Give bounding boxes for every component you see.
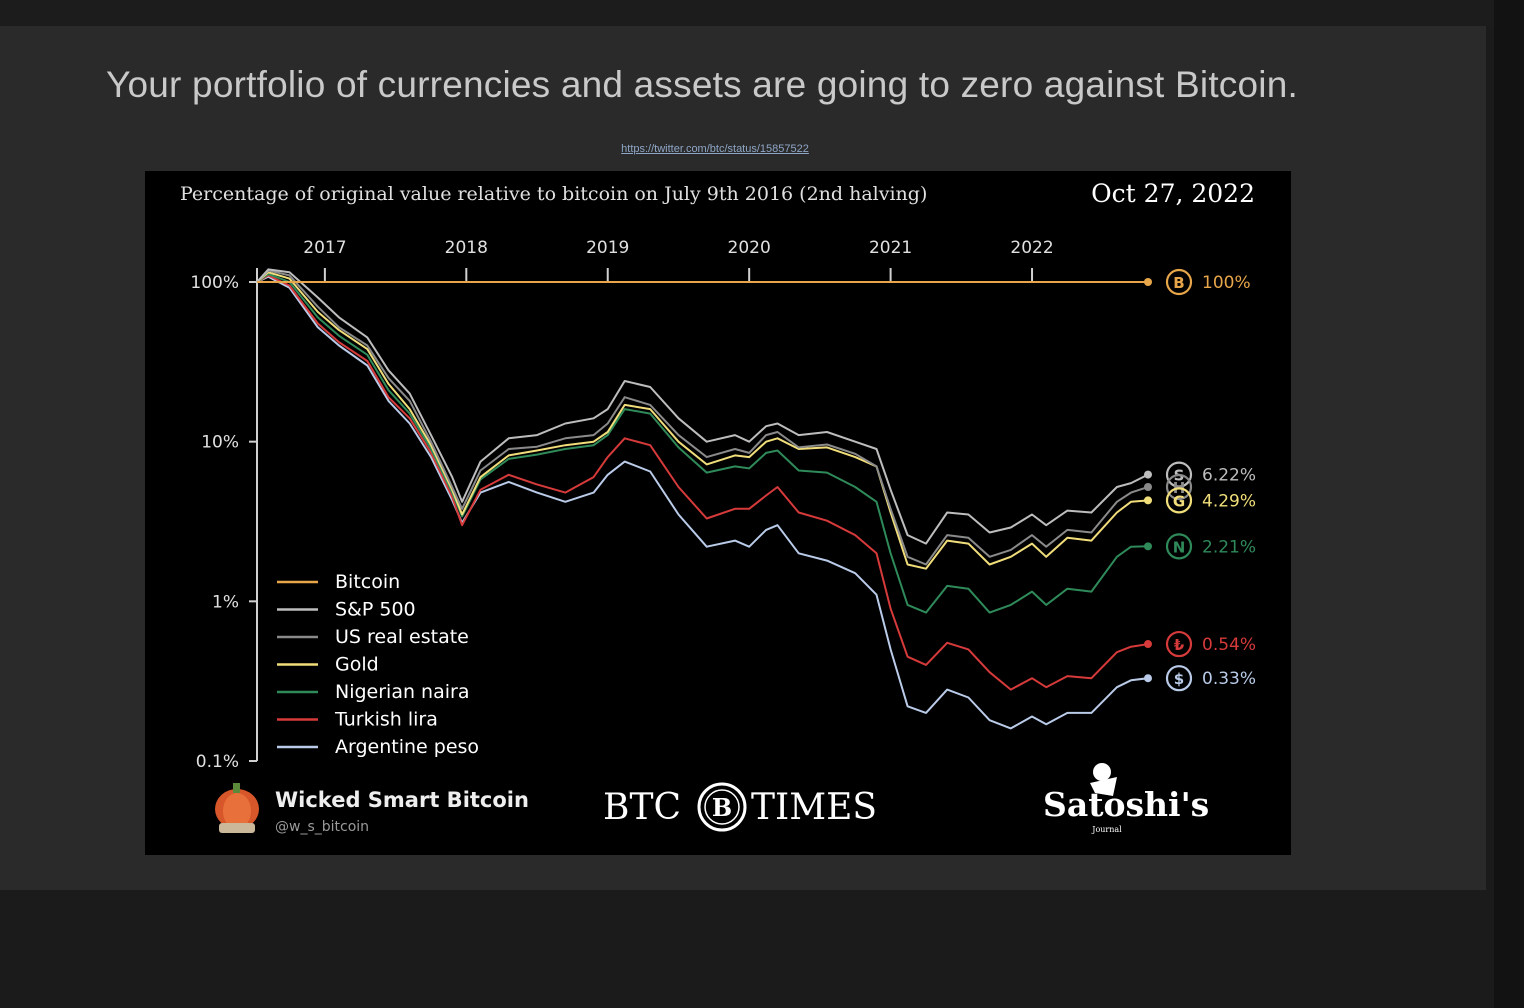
legend-label: Nigerian naira <box>335 681 469 703</box>
figure-icon <box>1090 763 1117 796</box>
x-tick-label: 2018 <box>445 238 488 258</box>
wicked-smart-bitcoin-logo: Wicked Smart Bitcoin @w_s_bitcoin <box>215 783 529 835</box>
btc-badge-icon <box>697 782 747 832</box>
chart-lines <box>256 268 1149 730</box>
series-line-turkish-lira <box>256 274 1149 691</box>
lira-icon <box>1165 630 1193 658</box>
series-end-label: 0.33% <box>1202 669 1256 689</box>
source-link[interactable]: https://twitter.com/btc/status/15857522 <box>621 143 809 155</box>
bitcoin-icon-glyph: B <box>1173 274 1184 292</box>
y-tick-label: 100% <box>190 273 239 293</box>
chart-end-markers: B 100%S 6.22%HG 4.29%N 2.21%₺ 0.54%$ 0.33% <box>1144 268 1256 692</box>
naira-icon-glyph: N <box>1173 538 1186 556</box>
btc-times-left: BTC <box>603 787 681 828</box>
brand-handle: @w_s_bitcoin <box>275 819 369 835</box>
y-tick-label: 1% <box>212 592 239 612</box>
series-end-dot <box>1144 640 1152 649</box>
series-line-argentine-peso <box>256 275 1149 730</box>
window-edge <box>1494 0 1524 1008</box>
legend-label: Bitcoin <box>335 571 400 593</box>
series-end-dot <box>1144 278 1152 286</box>
x-tick-label: 2017 <box>303 238 346 258</box>
sp500-icon <box>1165 461 1193 488</box>
series-end-dot <box>1144 542 1152 551</box>
chart-svg: Percentage of original value relative to… <box>180 179 1256 835</box>
legend-label: Argentine peso <box>335 736 479 758</box>
pumpkin-avatar-icon <box>215 783 259 833</box>
y-tick-label: 10% <box>201 433 239 453</box>
lira-icon-glyph: ₺ <box>1174 636 1185 654</box>
top-bar <box>0 0 1524 26</box>
series-line-gold <box>256 271 1149 570</box>
legend-label: US real estate <box>335 626 469 648</box>
series-end-label: 4.29% <box>1202 491 1256 511</box>
series-line-nigerian-naira <box>256 273 1149 614</box>
x-tick-label: 2022 <box>1010 238 1053 258</box>
series-end-label: 0.54% <box>1202 635 1256 655</box>
series-end-dot <box>1144 483 1152 492</box>
brand-name: Wicked Smart Bitcoin <box>275 788 529 812</box>
chart-title: Percentage of original value relative to… <box>180 183 927 205</box>
series-end-label: 2.21% <box>1202 537 1256 557</box>
x-tick-label: 2021 <box>869 238 912 258</box>
legend-label: Gold <box>335 654 379 676</box>
btc-times-logo: BTC B TIMES <box>603 782 877 832</box>
series-end-dot <box>1144 496 1152 505</box>
bitcoin-icon <box>1165 268 1193 296</box>
satoshis-journal-logo: Satoshi's Journal <box>1043 763 1209 834</box>
legend-label: Turkish lira <box>334 709 438 731</box>
series-end-label: 100% <box>1202 273 1251 293</box>
satoshis-journal-sub: Journal <box>1091 825 1122 834</box>
gold-icon-glyph: G <box>1173 492 1185 510</box>
satoshis-journal-title: Satoshi's <box>1043 785 1209 824</box>
peso-icon <box>1165 665 1193 692</box>
x-tick-label: 2020 <box>728 238 771 258</box>
peso-icon-glyph: $ <box>1174 670 1184 688</box>
x-tick-label: 2019 <box>586 238 629 258</box>
btc-times-glyph: B <box>712 793 732 822</box>
series-line-s-p-500 <box>256 268 1149 545</box>
chart-axes: 100% 10% 1% 0.1% 2017 2018 2019 2020 2021 2022 <box>190 238 1053 772</box>
series-end-dot <box>1144 674 1152 683</box>
series-line-us-real-estate <box>256 269 1149 566</box>
slide-title: Your portfolio of currencies and assets … <box>106 64 1298 105</box>
chart-panel: Percentage of original value relative to… <box>145 171 1291 855</box>
y-tick-label: 0.1% <box>196 752 239 772</box>
chart-legend: Bitcoin S&P 500 US real estate Gold Nigerian… <box>277 571 479 758</box>
house-icon <box>1165 473 1193 501</box>
chart-date: Oct 27, 2022 <box>1091 179 1255 208</box>
series-end-dot <box>1144 470 1152 479</box>
naira-icon <box>1165 533 1193 560</box>
gold-icon <box>1165 487 1193 514</box>
btc-times-right: TIMES <box>751 787 877 828</box>
legend-label: S&P 500 <box>335 599 416 621</box>
series-end-label: 6.22% <box>1202 466 1256 486</box>
